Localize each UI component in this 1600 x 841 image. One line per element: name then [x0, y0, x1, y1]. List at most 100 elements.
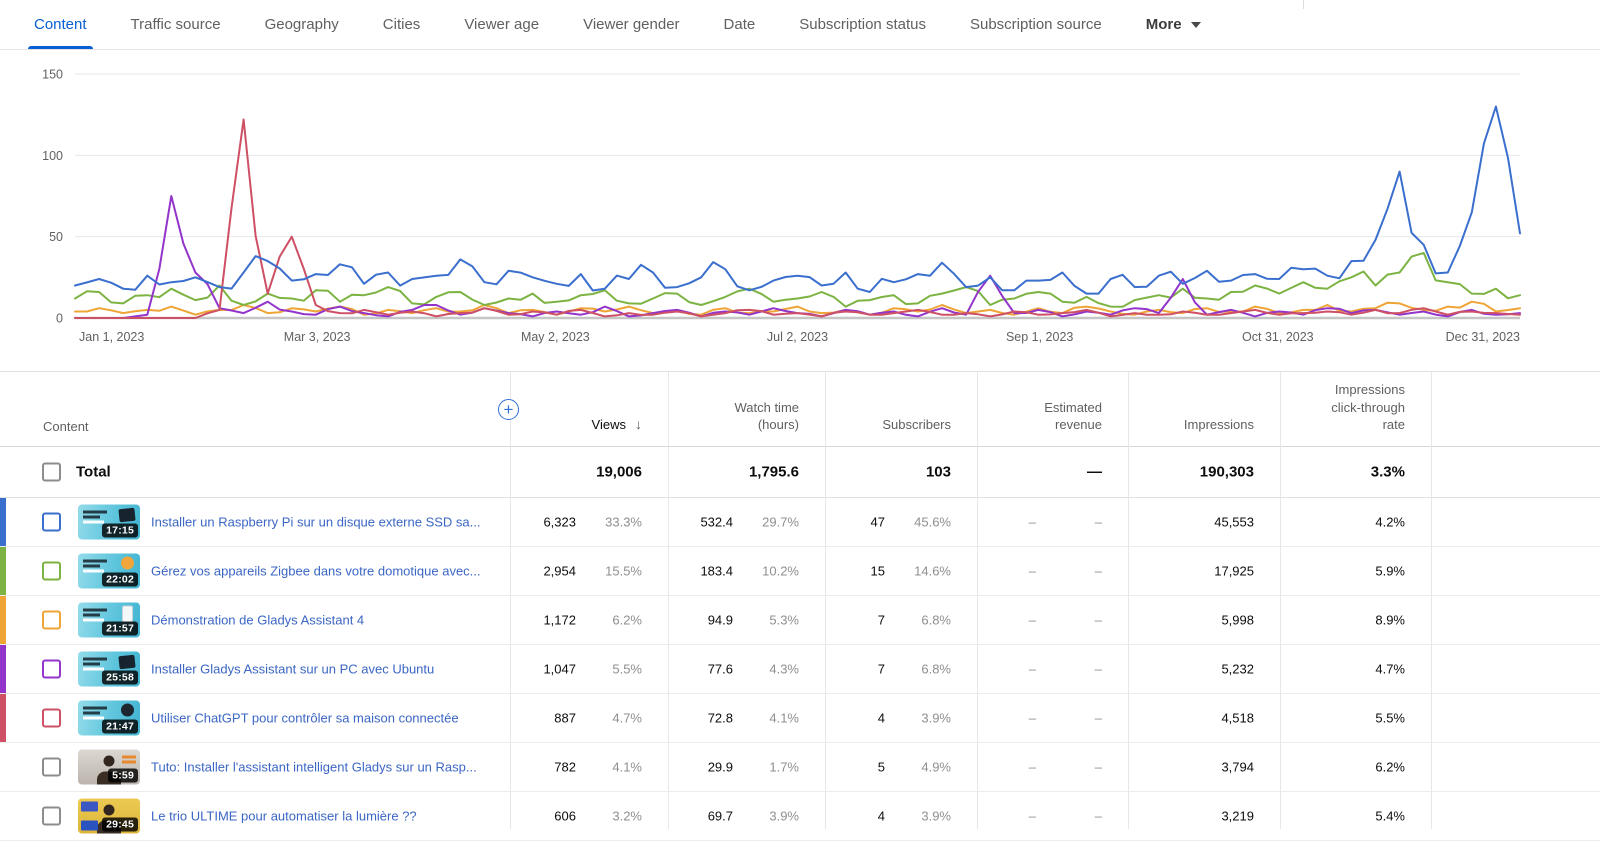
cell-watch: 94.9 5.3%	[708, 613, 799, 628]
subscribers-value: 4	[877, 710, 885, 726]
video-title-link[interactable]: Installer un Raspberry Pi sur un disque …	[151, 514, 481, 530]
subscribers-value: 15	[870, 563, 885, 579]
column-header-views[interactable]: Views ↓	[591, 416, 642, 433]
tab-viewer-age[interactable]: Viewer age	[464, 16, 540, 33]
cell-watch: 69.7 3.9%	[708, 809, 799, 824]
ctr-value: 5.9%	[1375, 563, 1405, 579]
views-percent: 5.5%	[612, 661, 642, 677]
duration-badge: 29:45	[102, 817, 138, 832]
revenue-percent: –	[1094, 808, 1102, 824]
row-checkbox[interactable]	[42, 659, 61, 679]
tab-traffic-source[interactable]: Traffic source	[130, 16, 221, 33]
subscribers-percent: 4.9%	[921, 759, 951, 775]
revenue-value: –	[1028, 661, 1036, 677]
tab-cities[interactable]: Cities	[382, 16, 421, 33]
row-checkbox[interactable]	[42, 561, 61, 581]
cell-subscribers: 7 6.8%	[878, 662, 951, 677]
impressions-value: 45,553	[1214, 514, 1254, 530]
tab-subscription-status[interactable]: Subscription status	[799, 16, 926, 33]
ctr-value: 4.7%	[1375, 661, 1405, 677]
subscribers-percent: 14.6%	[914, 563, 951, 579]
video-title-link[interactable]: Installer Gladys Assistant sur un PC ave…	[151, 661, 435, 677]
row-checkbox[interactable]	[42, 708, 61, 728]
revenue-value: –	[1028, 612, 1036, 628]
revenue-percent: –	[1094, 563, 1102, 579]
tab-date[interactable]: Date	[723, 16, 756, 33]
subscribers-percent: 6.8%	[921, 661, 951, 677]
column-divider	[1431, 372, 1432, 829]
cell-subscribers: 7 6.8%	[878, 613, 951, 628]
views-percent: 4.1%	[612, 759, 642, 775]
tab-geography[interactable]: Geography	[264, 16, 339, 33]
series-color-stripe	[0, 694, 6, 742]
row-checkbox[interactable]	[42, 757, 61, 777]
video-title-link[interactable]: Utiliser ChatGPT pour contrôler sa maiso…	[151, 710, 459, 726]
total-row: Total 19,006 1,795.6 103 — 190,303 3.3%	[0, 447, 1600, 498]
thumbnail-text-decoration	[83, 667, 104, 670]
row-checkbox[interactable]	[42, 610, 61, 630]
total-subscribers: 103	[925, 463, 951, 481]
x-axis-tick-label: May 2, 2023	[521, 330, 590, 344]
column-header-impressions[interactable]: Impressions	[1183, 417, 1254, 433]
video-title-link[interactable]: Le trio ULTIME pour automatiser la lumiè…	[151, 808, 417, 824]
video-thumbnail[interactable]: 29:45	[78, 798, 140, 834]
total-estimated-revenue: —	[1087, 463, 1102, 481]
watch-percent: 29.7%	[762, 514, 799, 530]
revenue-percent: –	[1094, 661, 1102, 677]
thumbnail-text-decoration	[83, 515, 100, 518]
cell-subscribers: 47 45.6%	[871, 515, 951, 530]
cell-impressions: 3,794	[1221, 760, 1254, 775]
chart-line-series	[74, 118, 1521, 319]
column-header-watch[interactable]: Watch time (hours)	[734, 399, 799, 433]
duration-badge: 5:59	[108, 768, 138, 783]
chart-line-series	[74, 195, 1521, 319]
analytics-tab-bar: Content Traffic source Geography Cities View…	[0, 0, 1600, 50]
watch-percent: 5.3%	[769, 612, 799, 628]
chart-line-series	[74, 251, 1521, 308]
y-axis-tick-label: 100	[42, 149, 63, 163]
watch-value: 77.6	[707, 661, 733, 677]
thumbnail-text-decoration	[83, 711, 100, 714]
video-thumbnail[interactable]: 5:59	[78, 749, 140, 785]
thumbnail-text-decoration	[83, 618, 104, 621]
add-metric-button[interactable]: +	[498, 399, 519, 420]
tab-content[interactable]: Content	[28, 0, 93, 49]
video-title-link[interactable]: Gérez vos appareils Zigbee dans votre do…	[151, 563, 481, 579]
column-header-revenue[interactable]: Estimated revenue	[1044, 399, 1102, 433]
column-header-subscribers[interactable]: Subscribers	[882, 417, 951, 433]
cell-ctr: 8.9%	[1375, 613, 1405, 628]
cell-ctr: 5.4%	[1375, 809, 1405, 824]
row-checkbox[interactable]	[42, 806, 61, 826]
cell-watch: 72.8 4.1%	[708, 711, 799, 726]
video-title-link[interactable]: Démonstration de Gladys Assistant 4	[151, 612, 365, 628]
views-percent: 3.2%	[612, 808, 642, 824]
sort-descending-icon: ↓	[635, 416, 642, 433]
cell-impressions: 17,925	[1214, 564, 1254, 579]
cell-watch: 183.4 10.2%	[700, 564, 799, 579]
table-row: 17:15 Installer un Raspberry Pi sur un di…	[0, 498, 1600, 547]
impressions-value: 5,998	[1221, 612, 1254, 628]
video-thumbnail[interactable]: 17:15	[78, 504, 140, 540]
select-all-checkbox[interactable]	[42, 462, 61, 482]
video-thumbnail[interactable]: 22:02	[78, 553, 140, 589]
tab-more[interactable]: More	[1146, 0, 1201, 49]
thumbnail-text-decoration	[83, 716, 104, 719]
watch-percent: 1.7%	[769, 759, 799, 775]
watch-value: 72.8	[707, 710, 733, 726]
tab-subscription-source[interactable]: Subscription source	[969, 16, 1102, 33]
cell-ctr: 5.9%	[1375, 564, 1405, 579]
cell-revenue: – –	[1029, 760, 1102, 775]
video-thumbnail[interactable]: 25:58	[78, 651, 140, 687]
column-header-ctr[interactable]: Impressions click-through rate	[1331, 382, 1405, 433]
chevron-down-icon	[1190, 21, 1201, 28]
video-title-link[interactable]: Tuto: Installer l'assistant intelligent …	[151, 759, 477, 775]
ctr-value: 4.2%	[1375, 514, 1405, 530]
video-thumbnail[interactable]: 21:47	[78, 700, 140, 736]
row-checkbox[interactable]	[42, 512, 61, 532]
video-thumbnail[interactable]: 21:57	[78, 602, 140, 638]
tab-viewer-gender[interactable]: Viewer gender	[583, 16, 680, 33]
impressions-value: 17,925	[1214, 563, 1254, 579]
x-axis-tick-label: Dec 31, 2023	[1446, 330, 1520, 344]
column-header-content[interactable]: Content	[43, 419, 89, 434]
revenue-value: –	[1028, 759, 1036, 775]
